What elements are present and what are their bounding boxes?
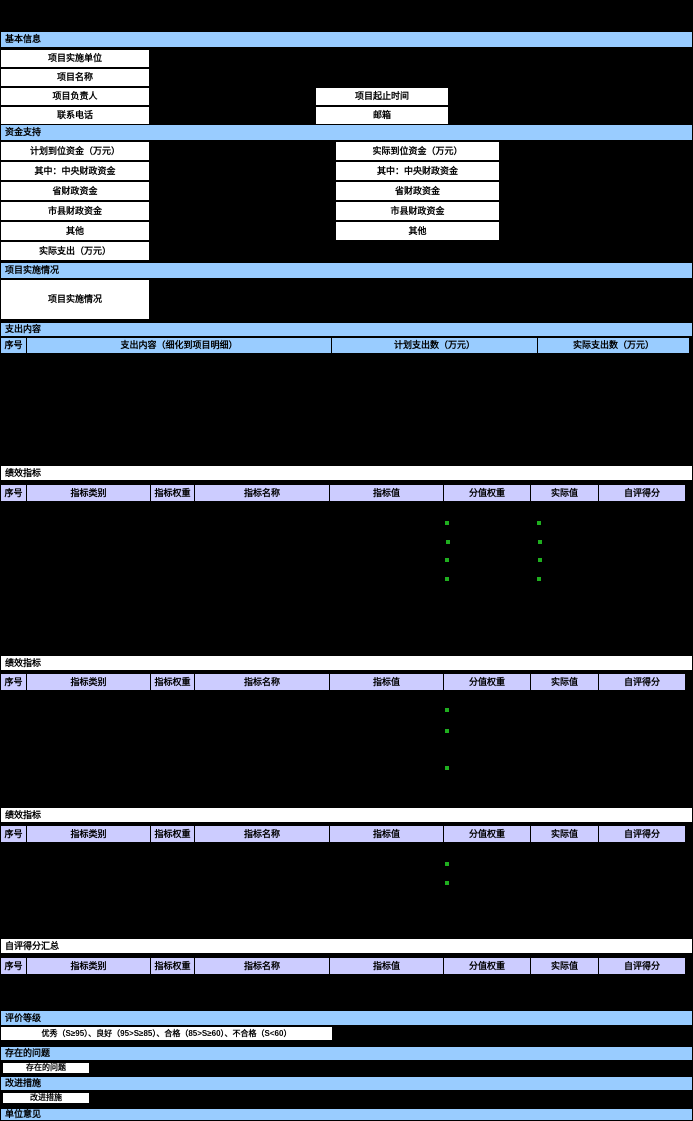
column-header-6[interactable]: 实际值 [530,825,599,843]
column-header-0[interactable]: 序号 [0,673,27,691]
column-header-3[interactable]: 指标名称 [194,825,330,843]
green-mark [538,540,542,544]
section-header-expenditure[interactable]: 支出内容 [0,322,693,337]
label-cell-project-name[interactable]: 项目名称 [0,68,150,87]
label-cell-planned-funds[interactable]: 计划到位资金（万元） [0,141,150,161]
rating-scale-cell[interactable]: 优秀（S≥95）、良好（95>S≥85）、合格（85>S≥60）、不合格（S<6… [0,1026,333,1041]
section-header-indicators-2[interactable]: 绩效指标 [0,655,693,671]
green-mark [445,558,449,562]
section-header-unit-opinion[interactable]: 单位意见 [0,1108,693,1121]
column-header-7[interactable]: 自评得分 [598,673,686,691]
label-cell-email[interactable]: 邮箱 [315,106,449,125]
section-header-indicators-3[interactable]: 绩效指标 [0,807,693,823]
green-mark [538,558,542,562]
section-header-funding[interactable]: 资金支持 [0,124,693,141]
green-mark [445,729,449,733]
column-header-1[interactable]: 指标类别 [26,673,151,691]
green-mark [446,540,450,544]
column-header-0[interactable]: 序号 [0,825,27,843]
column-header-7[interactable]: 自评得分 [598,957,686,975]
column-header-0[interactable]: 序号 [0,484,27,502]
label-cell-actual-funds[interactable]: 实际到位资金（万元） [335,141,500,161]
section-header-score-summary[interactable]: 自评得分汇总 [0,938,693,954]
column-header-6[interactable]: 实际值 [530,673,599,691]
label-cell-actual-central-funds[interactable]: 其中：中央财政资金 [335,161,500,181]
column-header-7[interactable]: 自评得分 [598,825,686,843]
section-header-problems[interactable]: 存在的问题 [0,1046,693,1061]
column-header-3[interactable]: 指标名称 [194,957,330,975]
label-cell-other-funds[interactable]: 其他 [0,221,150,241]
column-header-6[interactable]: 实际值 [530,484,599,502]
section-header-basic-info[interactable]: 基本信息 [0,31,693,48]
label-cell-province-funds[interactable]: 省财政资金 [0,181,150,201]
label-cell-county-funds[interactable]: 市县财政资金 [0,201,150,221]
column-header-0[interactable]: 序号 [0,337,27,354]
column-header-5[interactable]: 分值权重 [443,825,531,843]
green-mark [537,577,541,581]
green-mark [445,708,449,712]
column-header-6[interactable]: 实际值 [530,957,599,975]
label-cell-project-leader[interactable]: 项目负责人 [0,87,150,106]
section-header-improvement[interactable]: 改进措施 [0,1076,693,1091]
section-header-indicators-1[interactable]: 绩效指标 [0,465,693,481]
column-header-4[interactable]: 指标值 [329,673,444,691]
green-mark [445,577,449,581]
label-cell-actual-other-funds[interactable]: 其他 [335,221,500,241]
label-cell-implementation[interactable]: 项目实施情况 [0,279,150,320]
column-header-2[interactable]: 指标权重 [150,825,195,843]
column-header-5[interactable]: 分值权重 [443,957,531,975]
column-header-4[interactable]: 指标值 [329,484,444,502]
column-header-5[interactable]: 分值权重 [443,673,531,691]
column-header-2[interactable]: 指标权重 [150,957,195,975]
section-header-implementation[interactable]: 项目实施情况 [0,262,693,279]
column-header-1[interactable]: 支出内容（细化到项目明细） [26,337,332,354]
green-mark [445,521,449,525]
column-header-3[interactable]: 指标名称 [194,673,330,691]
column-header-2[interactable]: 计划支出数（万元） [331,337,538,354]
label-cell-actual-expenditure[interactable]: 实际支出（万元） [0,241,150,261]
column-header-3[interactable]: 指标名称 [194,484,330,502]
green-mark [445,862,449,866]
green-mark [445,766,449,770]
improvement-cell[interactable]: 改进措施 [2,1092,90,1104]
column-header-4[interactable]: 指标值 [329,825,444,843]
label-cell-contact-phone[interactable]: 联系电话 [0,106,150,125]
green-mark [537,521,541,525]
label-cell-actual-province-funds[interactable]: 省财政资金 [335,181,500,201]
indicator-table-3-header: 序号 指标类别 指标权重 指标名称 指标值 分值权重 实际值 自评得分 [0,825,693,843]
section-header-rating[interactable]: 评价等级 [0,1010,693,1026]
indicator-table-2-header: 序号 指标类别 指标权重 指标名称 指标值 分值权重 实际值 自评得分 [0,673,693,691]
column-header-1[interactable]: 指标类别 [26,484,151,502]
score-summary-table-header: 序号 指标类别 指标权重 指标名称 指标值 分值权重 实际值 自评得分 [0,957,693,975]
label-cell-project-unit[interactable]: 项目实施单位 [0,49,150,68]
column-header-7[interactable]: 自评得分 [598,484,686,502]
label-cell-actual-county-funds[interactable]: 市县财政资金 [335,201,500,221]
column-header-1[interactable]: 指标类别 [26,957,151,975]
label-cell-central-funds[interactable]: 其中：中央财政资金 [0,161,150,181]
green-mark [445,881,449,885]
problems-cell[interactable]: 存在的问题 [2,1062,90,1074]
column-header-2[interactable]: 指标权重 [150,673,195,691]
expenditure-table-header: 序号 支出内容（细化到项目明细） 计划支出数（万元） 实际支出数（万元） [0,337,693,354]
indicator-table-1-header: 序号 指标类别 指标权重 指标名称 指标值 分值权重 实际值 自评得分 [0,484,693,502]
column-header-1[interactable]: 指标类别 [26,825,151,843]
column-header-3[interactable]: 实际支出数（万元） [537,337,690,354]
label-cell-project-period[interactable]: 项目起止时间 [315,87,449,106]
column-header-5[interactable]: 分值权重 [443,484,531,502]
column-header-4[interactable]: 指标值 [329,957,444,975]
column-header-0[interactable]: 序号 [0,957,27,975]
column-header-2[interactable]: 指标权重 [150,484,195,502]
